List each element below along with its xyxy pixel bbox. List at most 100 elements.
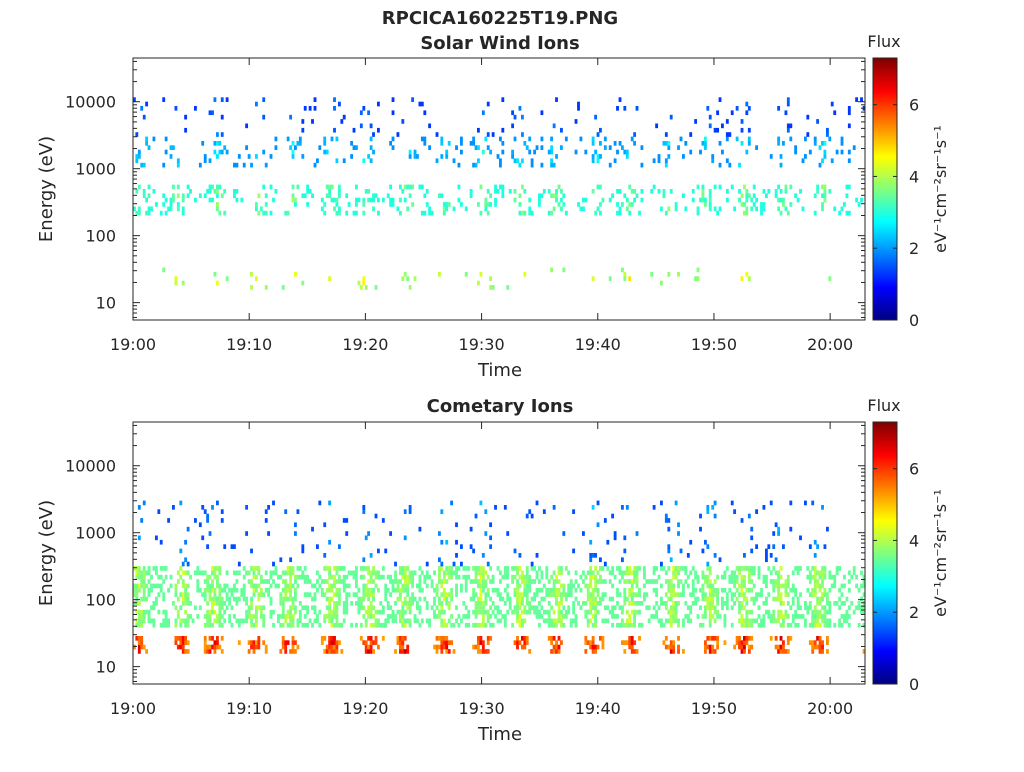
spectrogram-cell	[840, 622, 844, 628]
spectrogram-cell	[623, 570, 627, 576]
spectrogram-cell	[472, 644, 476, 650]
spectrogram-cell	[496, 154, 500, 159]
spectrogram-cell	[255, 583, 258, 589]
spectrogram-cell	[145, 210, 149, 216]
spectrogram-cell	[281, 622, 285, 628]
spectrogram-cell	[621, 574, 624, 580]
spectrogram-cell	[521, 601, 524, 606]
colorbar-swatch	[873, 450, 897, 454]
spectrogram-cell	[301, 622, 305, 628]
colorbar-swatch	[873, 178, 897, 182]
colorbar-swatch	[873, 645, 897, 648]
spectrogram-cell	[213, 644, 217, 650]
spectrogram-cell	[647, 605, 651, 611]
spectrogram-cell	[399, 197, 402, 203]
spectrogram-cell	[672, 566, 676, 571]
spectrogram-cell	[303, 566, 307, 571]
colorbar-swatch	[873, 589, 897, 593]
spectrogram-cell	[208, 189, 212, 194]
spectrogram-cell	[733, 583, 737, 589]
spectrogram-cell	[152, 583, 156, 589]
spectrogram-cell	[472, 592, 476, 597]
spectrogram-cell	[460, 587, 463, 593]
spectrogram-cell	[374, 636, 378, 641]
colorbar-swatch	[873, 606, 897, 609]
spectrogram-cell	[847, 614, 851, 619]
spectrogram-cell	[394, 570, 397, 576]
spectrogram-cell	[574, 149, 578, 155]
spectrogram-cell	[323, 136, 327, 142]
spectrogram-cell	[257, 193, 261, 199]
spectrogram-cell	[813, 579, 817, 584]
spectrogram-cell	[740, 622, 744, 628]
spectrogram-cell	[513, 189, 517, 194]
spectrogram-cell	[491, 132, 495, 137]
colorbar-swatch	[873, 587, 897, 591]
spectrogram-cell	[503, 601, 507, 606]
spectrogram-cell	[394, 614, 397, 619]
spectrogram-cell	[137, 535, 141, 541]
spectrogram-cell	[630, 592, 634, 597]
spectrogram-cell	[562, 193, 566, 199]
spectrogram-cell	[445, 539, 449, 545]
spectrogram-cell	[316, 544, 319, 549]
spectrogram-cell	[176, 596, 180, 602]
spectrogram-cell	[262, 579, 266, 584]
spectrogram-cell	[528, 649, 532, 654]
spectrogram-cell	[530, 210, 534, 216]
spectrogram-cell	[821, 202, 824, 207]
spectrogram-cell	[269, 601, 273, 606]
spectrogram-cell	[855, 583, 859, 589]
spectrogram-cell	[164, 210, 168, 216]
spectrogram-cell	[218, 601, 222, 606]
spectrogram-cell	[489, 636, 493, 641]
spectrogram-cell	[479, 596, 483, 602]
spectrogram-cell	[804, 601, 807, 606]
spectrogram-cell	[852, 566, 856, 571]
spectrogram-cell	[696, 574, 700, 580]
spectrogram-cell	[560, 640, 563, 645]
spectrogram-cell	[481, 605, 485, 611]
spectrogram-cell	[296, 141, 300, 146]
spectrogram-cell	[838, 618, 842, 624]
spectrogram-cell	[399, 609, 402, 615]
spectrogram-cell	[406, 649, 410, 654]
spectrogram-cell	[506, 574, 510, 580]
spectrogram-cell	[557, 570, 561, 576]
spectrogram-cell	[621, 145, 624, 150]
spectrogram-cell	[262, 618, 266, 624]
spectrogram-cell	[442, 579, 446, 584]
spectrogram-cell	[259, 579, 263, 584]
spectrogram-cell	[242, 583, 246, 589]
colorbar-swatch	[873, 473, 897, 476]
spectrogram-cell	[518, 210, 522, 216]
spectrogram-cell	[591, 644, 595, 650]
spectrogram-cell	[699, 149, 702, 155]
spectrogram-cell	[638, 636, 641, 641]
spectrogram-cell	[818, 601, 822, 606]
spectrogram-cell	[594, 566, 598, 571]
spectrogram-cell	[257, 570, 261, 576]
spectrogram-cell	[501, 189, 505, 194]
spectrogram-cell	[367, 649, 371, 654]
spectrogram-cell	[389, 579, 393, 584]
spectrogram-cell	[135, 189, 139, 194]
spectrogram-cell	[704, 145, 707, 150]
spectrogram-cell	[211, 566, 214, 571]
spectrogram-cell	[172, 145, 175, 150]
spectrogram-cell	[582, 579, 585, 584]
spectrogram-cell	[389, 574, 393, 580]
colorbar-swatch	[873, 123, 897, 126]
spectrogram-cell	[176, 158, 180, 164]
spectrogram-cell	[584, 601, 588, 606]
spectrogram-cell	[250, 622, 253, 628]
spectrogram-cell	[211, 579, 214, 584]
spectrogram-cell	[345, 518, 349, 523]
spectrogram-cell	[599, 154, 602, 159]
spectrogram-cell	[596, 500, 600, 506]
spectrogram-cell	[696, 206, 700, 212]
spectrogram-cell	[186, 570, 190, 576]
spectrogram-cell	[489, 193, 493, 199]
spectrogram-cell	[223, 544, 227, 549]
spectrogram-cell	[711, 596, 715, 602]
